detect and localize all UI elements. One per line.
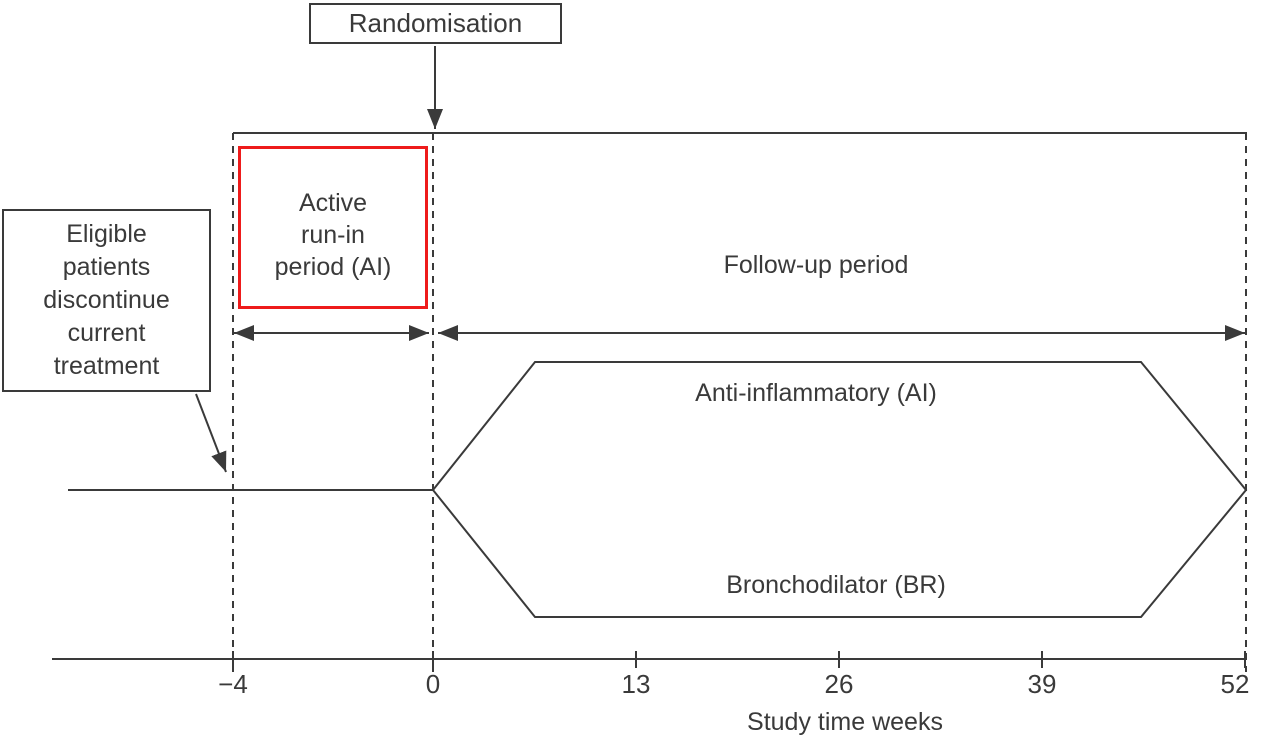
axis-ticks — [232, 651, 1246, 668]
tick-label-52: 52 — [1220, 669, 1250, 699]
tick-label-13: 13 — [621, 669, 651, 699]
eligible-patients-box: Eligible patients discontinue current tr… — [2, 209, 211, 392]
randomisation-label: Randomisation — [348, 8, 523, 38]
active-run-in-label: Active run-in period (AI) — [274, 188, 392, 281]
axis-title: Study time weeks — [747, 708, 943, 736]
anti-inflammatory-label: Anti-inflammatory (AI) — [695, 379, 937, 407]
tick-label-0: 0 — [425, 669, 441, 699]
tick-label-26: 26 — [824, 669, 854, 699]
bronchodilator-label: Bronchodilator (BR) — [726, 571, 946, 599]
follow-up-period-label: Follow-up period — [723, 251, 909, 279]
eligible-patients-label: Eligible patients discontinue current tr… — [43, 220, 170, 380]
discontinue-arrow — [195, 393, 227, 473]
treatment-split-hexagon — [431, 361, 1248, 618]
tick-label-minus4: −4 — [218, 669, 248, 699]
active-run-in-box: Active run-in period (AI) — [238, 146, 428, 309]
tick-label-39: 39 — [1027, 669, 1057, 699]
randomisation-box: Randomisation — [309, 3, 562, 44]
